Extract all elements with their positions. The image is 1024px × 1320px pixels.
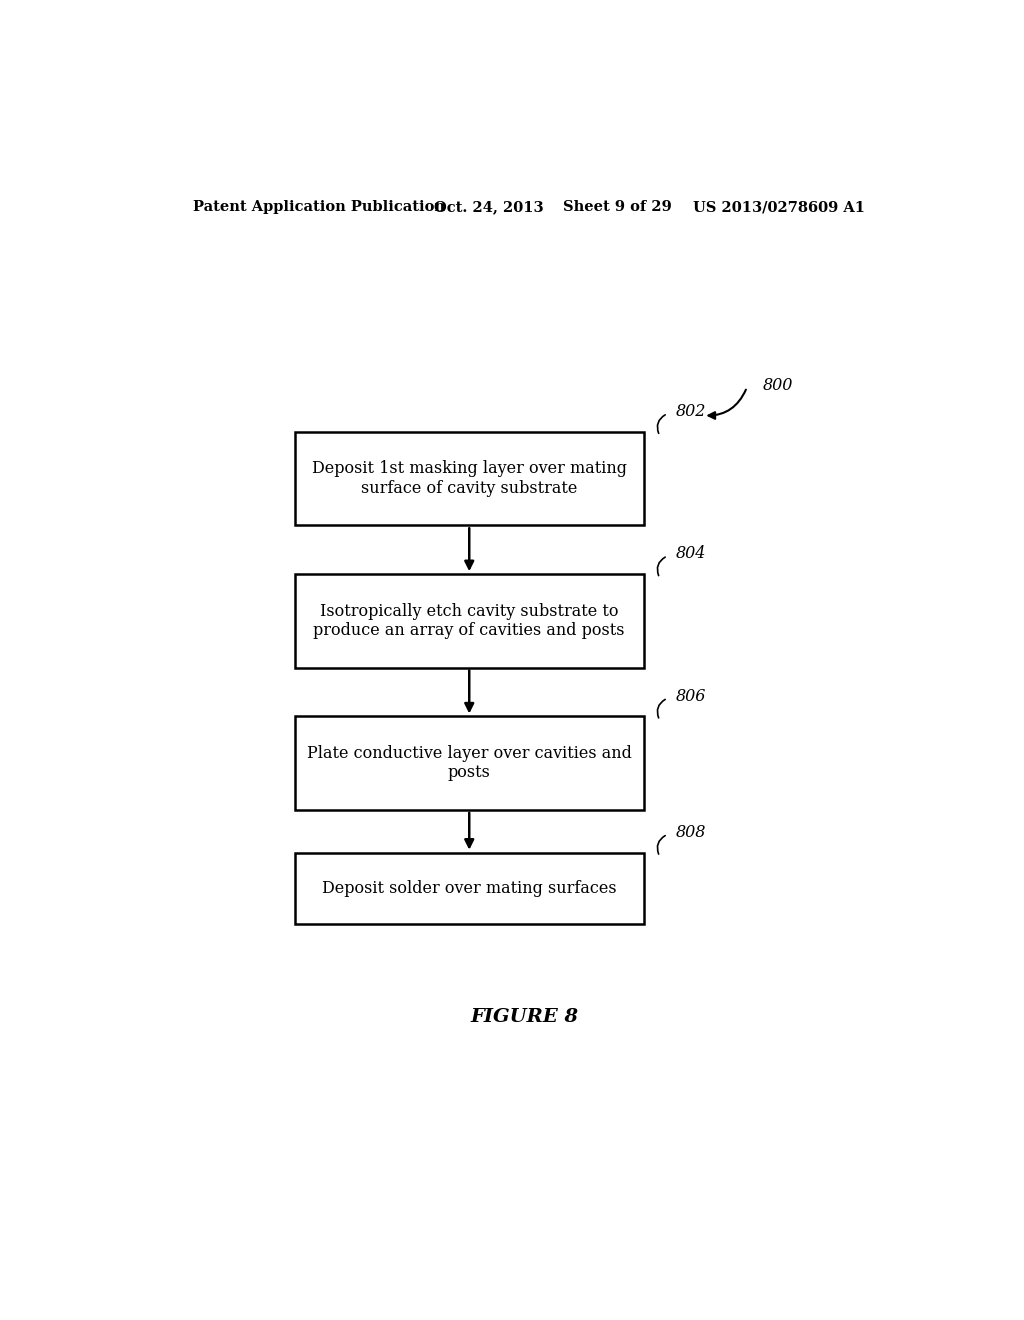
- Text: Isotropically etch cavity substrate to
produce an array of cavities and posts: Isotropically etch cavity substrate to p…: [313, 602, 625, 639]
- Bar: [295, 574, 644, 668]
- Text: Oct. 24, 2013: Oct. 24, 2013: [433, 201, 543, 214]
- Text: US 2013/0278609 A1: US 2013/0278609 A1: [693, 201, 865, 214]
- Bar: [295, 432, 644, 525]
- Text: Deposit solder over mating surfaces: Deposit solder over mating surfaces: [322, 879, 616, 896]
- Text: 808: 808: [676, 824, 706, 841]
- Bar: [295, 717, 644, 810]
- Text: FIGURE 8: FIGURE 8: [471, 1008, 579, 1026]
- Text: 804: 804: [676, 545, 706, 562]
- Text: Sheet 9 of 29: Sheet 9 of 29: [563, 201, 672, 214]
- Text: 802: 802: [676, 403, 706, 420]
- Text: 806: 806: [676, 688, 706, 705]
- Text: Patent Application Publication: Patent Application Publication: [194, 201, 445, 214]
- Bar: [295, 853, 644, 924]
- Text: Deposit 1st masking layer over mating
surface of cavity substrate: Deposit 1st masking layer over mating su…: [311, 461, 627, 496]
- Text: 800: 800: [763, 376, 794, 393]
- Text: Plate conductive layer over cavities and
posts: Plate conductive layer over cavities and…: [307, 744, 632, 781]
